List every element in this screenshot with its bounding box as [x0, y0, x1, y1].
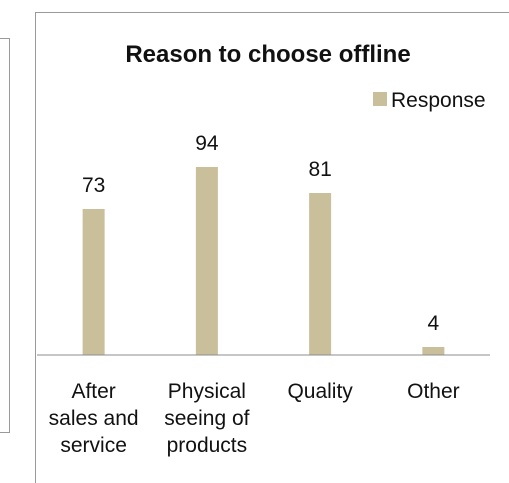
x-tick-label: Quality [287, 380, 353, 403]
bar-group: 73 94 81 4 [82, 132, 445, 355]
bar [195, 167, 218, 355]
x-axis-tick-labels: After sales and service Physical seeing of pr… [49, 380, 460, 457]
bar [309, 193, 332, 355]
x-tick-label: Other [407, 380, 460, 403]
data-label: 73 [82, 174, 105, 197]
chart-title: Reason to choose offline [125, 41, 410, 68]
frame-top-left-border [0, 38, 9, 39]
legend-swatch [373, 92, 387, 106]
data-label: 4 [428, 312, 440, 335]
frame-bottom-left-border [0, 432, 9, 433]
chart-area-left-border [35, 12, 36, 483]
legend: Response [373, 89, 486, 112]
bar [82, 209, 105, 355]
x-tick-label: Physical seeing of products [164, 380, 249, 457]
legend-label: Response [391, 89, 486, 112]
frame-left-border [9, 38, 10, 433]
x-tick-label: After sales and service [49, 380, 139, 457]
bar [422, 347, 445, 355]
chart-area-top-border [35, 12, 509, 13]
data-label: 81 [308, 158, 331, 181]
data-label: 94 [195, 132, 219, 155]
